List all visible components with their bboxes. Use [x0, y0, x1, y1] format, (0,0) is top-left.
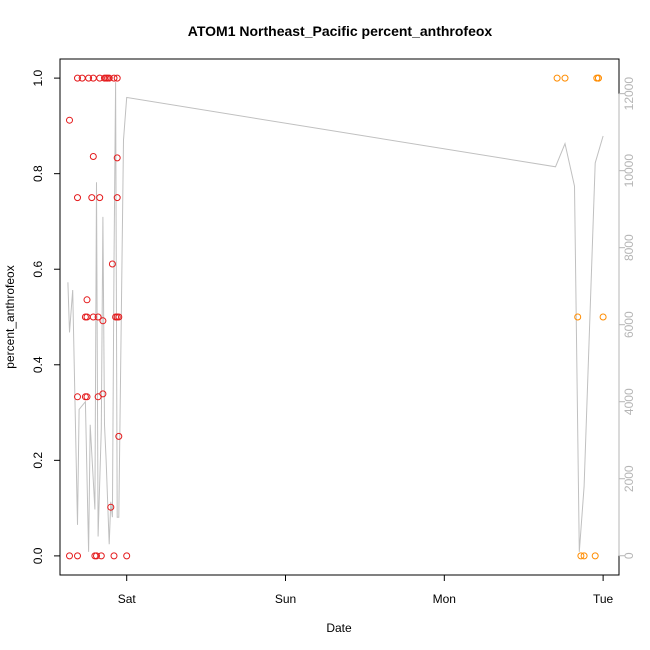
data-point: [108, 260, 116, 268]
data-point: [580, 552, 588, 560]
data-point: [115, 432, 123, 440]
data-point: [113, 154, 121, 162]
data-point: [105, 74, 113, 82]
y2-tick-label: 6000: [622, 311, 636, 338]
data-point: [574, 313, 582, 321]
data-point: [107, 503, 115, 511]
x-tick-label: Sat: [118, 592, 137, 606]
y-tick-label: 0.8: [31, 165, 45, 182]
data-point: [599, 313, 607, 321]
x-tick-label: Tue: [593, 592, 614, 606]
data-point: [591, 552, 599, 560]
y-tick-label: 0.6: [31, 261, 45, 278]
data-point: [123, 552, 131, 560]
data-point: [74, 552, 81, 560]
data-point: [74, 194, 81, 202]
data-point: [83, 393, 91, 401]
y2-tick-label: 10000: [622, 154, 636, 188]
x-tick-label: Mon: [433, 592, 456, 606]
x-tick-label: Sun: [275, 592, 296, 606]
y-axis-label: percent_anthrofeox: [3, 265, 17, 368]
data-point: [74, 393, 81, 401]
y-tick-label: 1.0: [31, 69, 45, 86]
data-point: [113, 74, 121, 82]
plot-frame: [59, 58, 620, 576]
data-point: [89, 313, 97, 321]
bottom-axis: Sat Sun Mon Tue: [118, 574, 614, 606]
x-axis-label: Date: [326, 621, 352, 635]
y-tick-label: 0.4: [31, 356, 45, 373]
data-point: [89, 153, 97, 160]
y-tick-label: 0.0: [31, 547, 45, 564]
data-point: [96, 194, 104, 202]
chart-title: ATOM1 Northeast_Pacific percent_anthrofe…: [188, 23, 493, 39]
data-point: [594, 74, 602, 82]
y-tick-label: 0.2: [31, 452, 45, 469]
data-point: [94, 313, 102, 321]
data-point: [110, 552, 118, 560]
y2-tick-label: 2000: [622, 465, 636, 492]
data-point: [115, 313, 123, 321]
left-axis: 0.0 0.2 0.4 0.6 0.8 1.0: [31, 69, 61, 564]
line-series-path: [67, 82, 604, 552]
data-point: [97, 552, 105, 560]
data-point: [99, 317, 107, 325]
right-axis: 0 2000 4000 6000 8000 10000 12000: [618, 77, 636, 559]
y2-tick-label: 12000: [622, 77, 636, 111]
data-point: [110, 74, 118, 82]
line-series: [67, 82, 604, 552]
data-point: [93, 552, 100, 560]
data-point: [66, 116, 73, 124]
data-point: [88, 194, 96, 202]
data-point: [113, 194, 121, 202]
y2-tick-label: 0: [622, 552, 636, 559]
point-series: [66, 74, 607, 560]
data-point: [85, 74, 93, 82]
data-point: [553, 74, 561, 82]
data-point: [577, 552, 585, 560]
y2-tick-label: 4000: [622, 388, 636, 415]
data-point: [66, 552, 73, 560]
data-point: [99, 390, 107, 398]
data-point: [74, 74, 81, 82]
data-point: [83, 296, 91, 304]
y2-tick-label: 8000: [622, 234, 636, 261]
data-point: [561, 74, 569, 82]
